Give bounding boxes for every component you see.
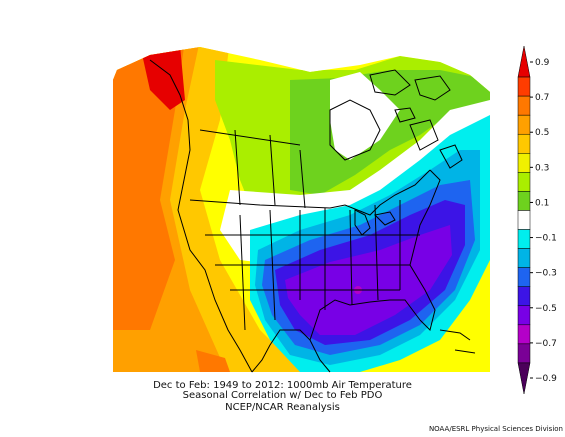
colorbar-bin bbox=[517, 324, 531, 345]
correlation-field bbox=[113, 47, 490, 372]
colorbar-tick-label: 0.5 bbox=[535, 128, 549, 138]
colorbar-bin bbox=[517, 362, 531, 395]
colorbar-bin bbox=[517, 153, 531, 173]
map-caption-subtitle: Seasonal Correlation w/ Dec to Feb PDO bbox=[182, 390, 383, 401]
colorbar-bin bbox=[517, 305, 531, 326]
colorbar-bin bbox=[517, 191, 531, 211]
colorbar-bin bbox=[517, 76, 531, 97]
map-boundaries bbox=[149, 59, 476, 373]
colorbar-tick-label: 0.1 bbox=[535, 198, 549, 208]
colorbar-bin bbox=[517, 45, 531, 78]
colorbar-bin bbox=[517, 267, 531, 287]
colorbar-tick-label: 0.3 bbox=[535, 163, 549, 173]
colorbar-bin bbox=[517, 210, 531, 230]
map-caption-title: Dec to Feb: 1949 to 2012: 1000mb Air Tem… bbox=[153, 380, 412, 391]
map-caption-dataset: NCEP/NCAR Reanalysis bbox=[225, 402, 340, 413]
colorbar-bin bbox=[517, 343, 531, 364]
colorbar-tick-label: −0.3 bbox=[535, 269, 557, 279]
colorbar-tick-label: 0.7 bbox=[535, 93, 549, 103]
colorbar: 0.9 0.7 0.5 0.3 0.1 −0.1 −0.3 −0.5 −0.7 −0.9 bbox=[517, 45, 557, 395]
colorbar-bin bbox=[517, 133, 531, 154]
colorbar-bin bbox=[517, 248, 531, 268]
colorbar-bin bbox=[517, 95, 531, 116]
colorbar-tick-label: −0.5 bbox=[535, 304, 557, 314]
colorbar-tick-label: −0.7 bbox=[535, 339, 557, 349]
colorbar-tick-label: −0.1 bbox=[535, 234, 557, 244]
colorbar-bin bbox=[517, 286, 531, 307]
colorbar-tick-label: −0.9 bbox=[535, 374, 557, 384]
colorbar-bin bbox=[517, 172, 531, 192]
credit-label: NOAA/ESRL Physical Sciences Division bbox=[428, 425, 563, 433]
colorbar-tick-label: 0.9 bbox=[535, 58, 550, 68]
colorbar-bin bbox=[517, 114, 531, 135]
colorbar-bin bbox=[517, 229, 531, 249]
